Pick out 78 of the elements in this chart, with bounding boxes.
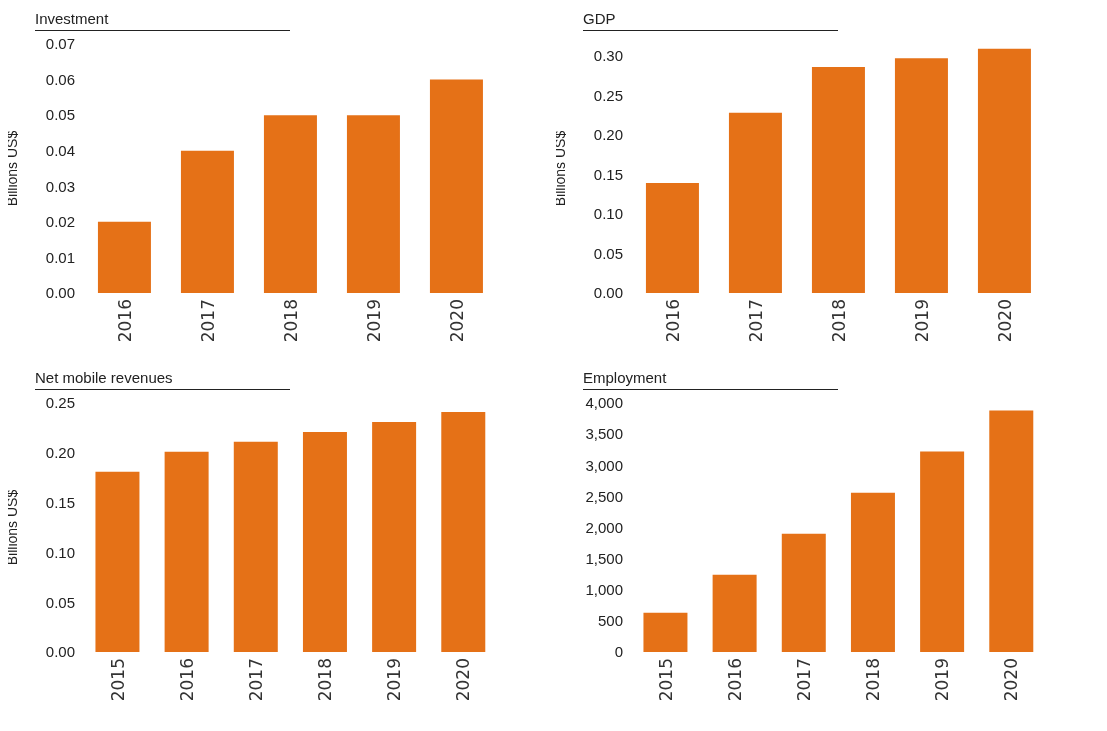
bar	[346, 115, 400, 293]
y-tick-label: 0.00	[593, 284, 623, 302]
x-tick-label: 2020	[994, 299, 1015, 343]
y-tick-label: 0.03	[45, 177, 75, 195]
y-tick-label: 2,000	[585, 518, 623, 536]
x-tick-label: 2015	[107, 658, 128, 702]
bar	[920, 451, 965, 652]
x-tick-label: 2015	[655, 658, 676, 702]
bar	[97, 221, 151, 293]
bar	[728, 112, 782, 293]
bar	[850, 492, 895, 652]
bar	[977, 48, 1031, 293]
x-tick-label: 2019	[932, 658, 953, 702]
x-tick-label: 2017	[197, 299, 218, 343]
chart-title: Employment	[583, 369, 838, 390]
x-tick-label: 2017	[745, 299, 766, 343]
x-tick-label: 2016	[176, 658, 197, 702]
bar	[894, 58, 948, 293]
y-tick-label: 0.05	[45, 106, 75, 124]
chart-title: GDP	[583, 10, 838, 31]
y-tick-label: 0.20	[45, 444, 75, 462]
y-tick-label: 4,000	[585, 394, 623, 412]
y-tick-label: 1,500	[585, 549, 623, 567]
y-tick-label: 0.01	[45, 248, 75, 266]
x-tick-label: 2018	[863, 658, 884, 702]
y-tick-label: 0.25	[45, 394, 75, 412]
bar	[811, 66, 865, 293]
x-tick-label: 2020	[446, 299, 467, 343]
y-tick-label: 0	[614, 643, 623, 661]
y-tick-label: 0.05	[593, 244, 623, 262]
y-tick-label: 500	[597, 612, 623, 630]
x-tick-label: 2018	[280, 299, 301, 343]
bar	[95, 471, 140, 652]
y-tick-label: 0.10	[593, 205, 623, 223]
bar	[263, 115, 317, 293]
y-tick-label: 0.06	[45, 70, 75, 88]
bar	[643, 612, 688, 652]
x-tick-label: 2017	[793, 658, 814, 702]
y-tick-label: 0.00	[45, 643, 75, 661]
chart-title: Investment	[35, 10, 290, 31]
y-tick-label: 0.00	[45, 284, 75, 302]
bar	[645, 183, 699, 293]
x-tick-label: 2016	[662, 299, 683, 343]
bar	[164, 451, 209, 652]
y-tick-label: 0.02	[45, 213, 75, 231]
bar	[441, 411, 486, 652]
y-tick-label: 2,500	[585, 487, 623, 505]
bar	[180, 150, 234, 293]
y-tick-label: 0.15	[593, 165, 623, 183]
y-tick-label: 3,500	[585, 425, 623, 443]
y-tick-label: 0.25	[593, 86, 623, 104]
x-tick-label: 2019	[384, 658, 405, 702]
bar	[233, 441, 278, 652]
x-tick-label: 2020	[1001, 658, 1022, 702]
y-tick-label: 1,000	[585, 581, 623, 599]
bar	[372, 421, 417, 652]
bar	[781, 533, 826, 652]
bar	[712, 574, 757, 652]
y-tick-label: 0.07	[45, 35, 75, 53]
x-tick-label: 2016	[114, 299, 135, 343]
y-tick-label: 0.05	[45, 593, 75, 611]
chart-title: Net mobile revenues	[35, 369, 290, 390]
x-tick-label: 2019	[363, 299, 384, 343]
y-tick-label: 0.15	[45, 493, 75, 511]
bar	[302, 431, 347, 652]
y-tick-label: 0.30	[593, 47, 623, 65]
x-tick-label: 2019	[911, 299, 932, 343]
x-tick-label: 2016	[724, 658, 745, 702]
y-tick-label: 3,000	[585, 456, 623, 474]
x-tick-label: 2018	[315, 658, 336, 702]
y-tick-label: 0.20	[593, 126, 623, 144]
bar	[989, 410, 1034, 652]
x-tick-label: 2017	[245, 658, 266, 702]
x-tick-label: 2018	[828, 299, 849, 343]
bar	[429, 79, 483, 293]
y-tick-label: 0.04	[45, 142, 75, 160]
y-tick-label: 0.10	[45, 543, 75, 561]
x-tick-label: 2020	[453, 658, 474, 702]
